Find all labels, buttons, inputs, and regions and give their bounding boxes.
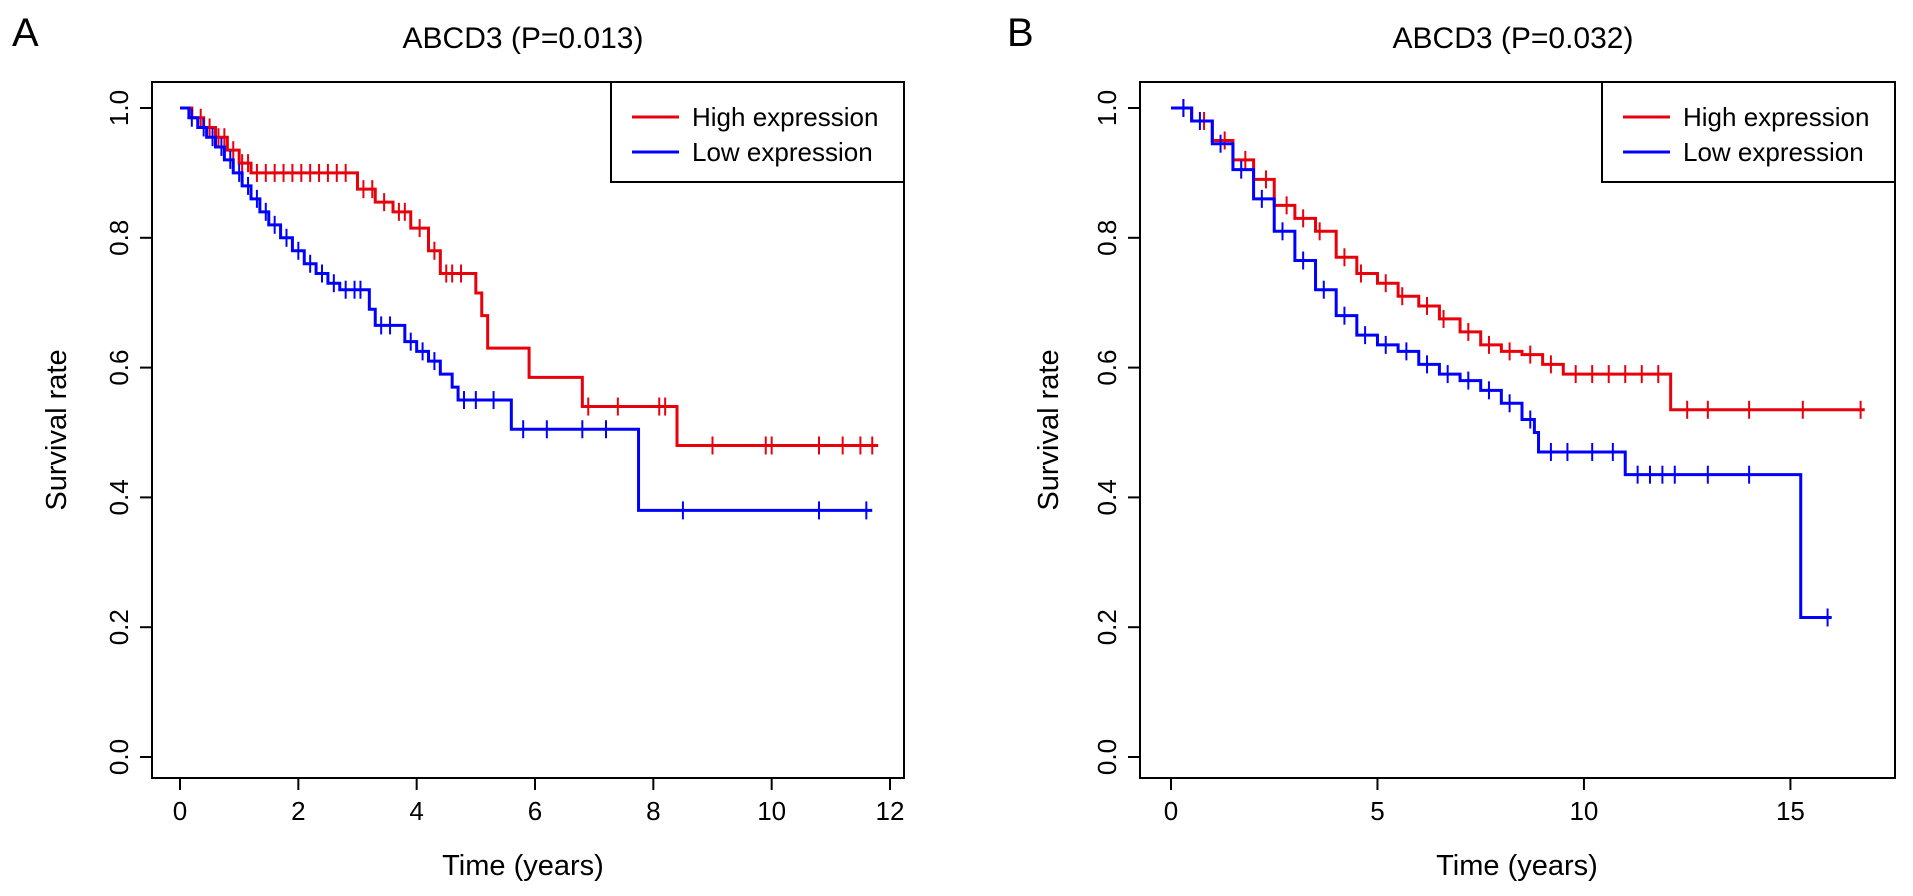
x-tick-label: 4 <box>409 796 423 826</box>
y-tick-label: 0.2 <box>104 609 134 645</box>
y-tick-label: 0.8 <box>1092 220 1122 256</box>
y-tick-label: 0.4 <box>104 479 134 515</box>
y-axis: 0.0 0.2 0.4 0.6 0.8 1.0 <box>1092 90 1141 775</box>
series-line-low <box>1171 106 1832 619</box>
legend-entry-low: Low expression <box>692 137 873 167</box>
legend-entry-low: Low expression <box>1683 137 1864 167</box>
chart-title: ABCD3 (P=0.032) <box>1393 22 1634 55</box>
y-axis: 0.0 0.2 0.4 0.6 0.8 1.0 <box>104 90 153 775</box>
x-tick-label: 2 <box>291 796 305 826</box>
x-tick-label: 10 <box>757 796 786 826</box>
y-tick-label: 1.0 <box>104 90 134 126</box>
x-axis-label: Time (years) <box>442 850 604 882</box>
y-tick-label: 0.0 <box>104 739 134 775</box>
panel-b: B ABCD3 (P=0.032) 0 5 10 15 0.0 0.2 0.4 0.6 0.8… <box>1007 11 1896 882</box>
x-tick-label: 15 <box>1776 796 1805 826</box>
x-axis-label: Time (years) <box>1436 850 1598 882</box>
y-tick-label: 0.6 <box>1092 350 1122 386</box>
x-axis: 0 2 4 6 8 10 12 <box>173 777 905 826</box>
legend-box <box>610 81 905 183</box>
x-tick-label: 0 <box>1164 796 1178 826</box>
x-tick-label: 6 <box>528 796 542 826</box>
curves <box>1171 99 1865 627</box>
y-tick-label: 0.4 <box>1092 479 1122 515</box>
legend: High expression Low expression <box>1601 81 1896 183</box>
x-tick-label: 8 <box>646 796 660 826</box>
chart-title: ABCD3 (P=0.013) <box>403 22 644 55</box>
series-line-high <box>1171 106 1865 412</box>
x-axis: 0 5 10 15 <box>1164 777 1805 826</box>
y-tick-label: 0.8 <box>104 220 134 256</box>
legend: High expression Low expression <box>610 81 905 183</box>
x-tick-label: 10 <box>1569 796 1598 826</box>
y-axis-label: Survival rate <box>41 349 73 510</box>
y-axis-label: Survival rate <box>1033 349 1065 510</box>
curves <box>180 106 879 520</box>
y-tick-label: 1.0 <box>1092 90 1122 126</box>
series-line-high <box>180 106 879 447</box>
x-tick-label: 5 <box>1370 796 1384 826</box>
legend-box <box>1601 81 1896 183</box>
legend-entry-high: High expression <box>1683 102 1869 132</box>
panel-label: B <box>1007 11 1034 55</box>
y-tick-label: 0.6 <box>104 350 134 386</box>
legend-entry-high: High expression <box>692 102 878 132</box>
y-tick-label: 0.2 <box>1092 609 1122 645</box>
panel-label: A <box>12 11 39 55</box>
x-tick-label: 12 <box>876 796 905 826</box>
x-tick-label: 0 <box>173 796 187 826</box>
panel-a: A ABCD3 (P=0.013) 0 2 4 6 8 10 12 0.0 0.2 0.4 0.6… <box>12 11 905 882</box>
y-tick-label: 0.0 <box>1092 739 1122 775</box>
